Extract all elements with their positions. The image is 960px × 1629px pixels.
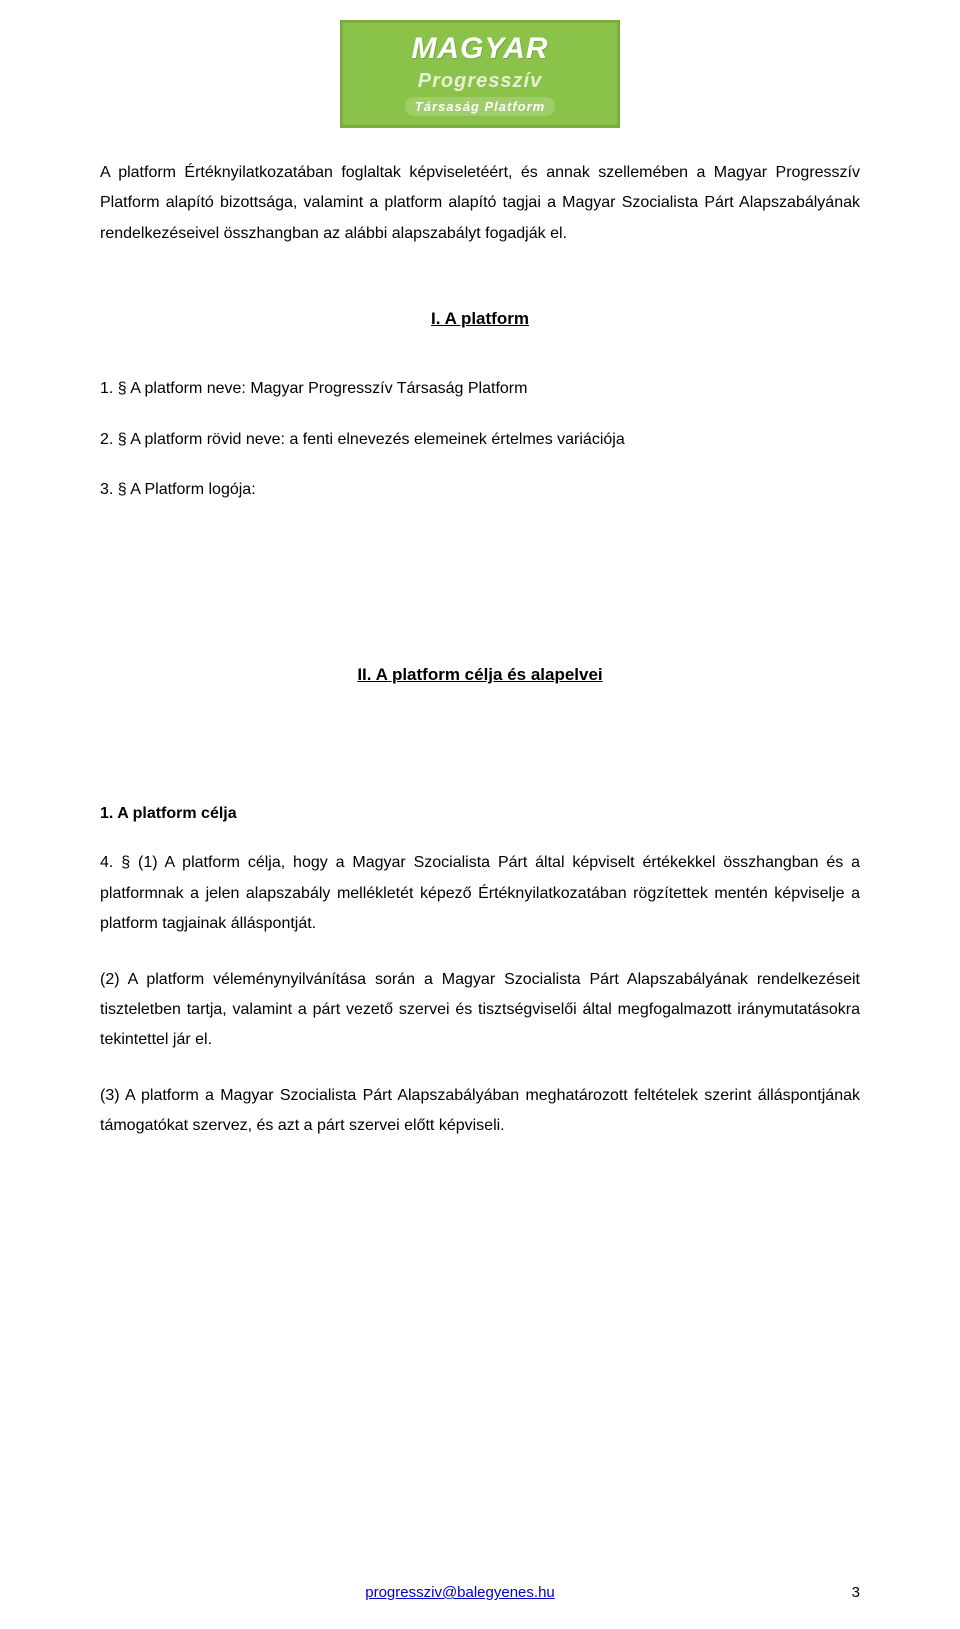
section-2-heading: II. A platform célja és alapelvei [100, 665, 860, 685]
logo-line-1: MAGYAR [411, 32, 548, 66]
item-text: (1) A platform célja, hogy a Magyar Szoc… [100, 854, 860, 932]
item-text: A platform rövid neve: a fenti elnevezés… [130, 431, 624, 448]
logo-placeholder-gap [100, 525, 860, 635]
platform-logo: MAGYAR Progresszív Társaság Platform [340, 20, 620, 128]
spacing-gap [100, 730, 860, 785]
document-page: MAGYAR Progresszív Társaság Platform A p… [0, 0, 960, 1629]
section-2-para-3: (3) A platform a Magyar Szocialista Párt… [100, 1081, 860, 1142]
page-number: 3 [820, 1584, 860, 1601]
intro-paragraph: A platform Értéknyilatkozatában foglalta… [100, 158, 860, 249]
item-number: 1. § [100, 380, 127, 397]
section-2-item-4: 4. § (1) A platform célja, hogy a Magyar… [100, 848, 860, 939]
section-1-item-1: 1. § A platform neve: Magyar Progresszív… [100, 374, 860, 404]
page-footer: progressziv@balegyenes.hu 3 [100, 1584, 860, 1601]
section-1-heading: I. A platform [100, 309, 860, 329]
section-2-subheading: 1. A platform célja [100, 805, 860, 823]
footer-email-link[interactable]: progressziv@balegyenes.hu [365, 1584, 555, 1601]
logo-line-3: Társaság Platform [405, 97, 555, 116]
section-1-item-2: 2. § A platform rövid neve: a fenti elne… [100, 425, 860, 455]
item-text: A Platform logója: [130, 481, 255, 498]
section-2-para-2: (2) A platform véleménynyilvánítása sorá… [100, 965, 860, 1056]
item-number: 2. § [100, 431, 127, 448]
item-number: 3. § [100, 481, 127, 498]
item-number: 4. § [100, 854, 130, 871]
section-1-item-3: 3. § A Platform logója: [100, 475, 860, 505]
logo-container: MAGYAR Progresszív Társaság Platform [100, 20, 860, 128]
item-text: A platform neve: Magyar Progresszív Társ… [130, 380, 527, 397]
footer-email-wrap: progressziv@balegyenes.hu [100, 1584, 820, 1601]
logo-line-2: Progresszív [418, 70, 542, 93]
